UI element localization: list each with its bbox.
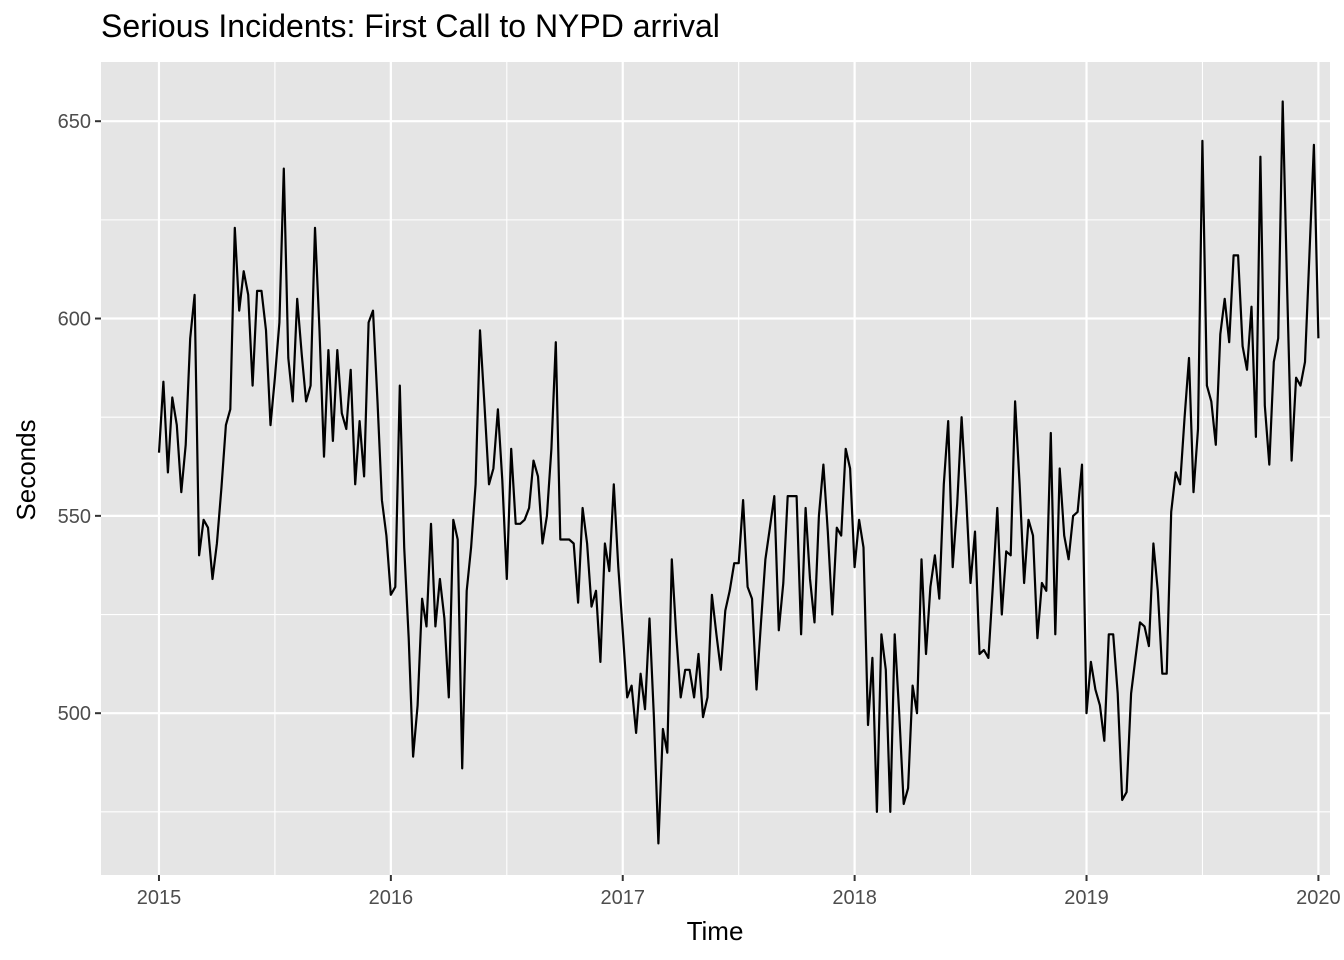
y-tick-label: 650 xyxy=(58,111,91,133)
x-tick-label: 2016 xyxy=(369,887,414,909)
y-axis: 500 550 600 650 xyxy=(58,111,101,725)
y-tick-label: 500 xyxy=(58,703,91,725)
plot-panel xyxy=(101,62,1330,875)
series-line xyxy=(157,100,1320,845)
x-tick-label: 2018 xyxy=(832,887,877,909)
y-tick-label: 600 xyxy=(58,309,91,331)
x-tick-label: 2020 xyxy=(1296,887,1341,909)
x-tick-label: 2019 xyxy=(1064,887,1109,909)
y-axis-title: Seconds xyxy=(11,419,41,520)
x-axis-title: Time xyxy=(687,916,744,946)
y-tick-label: 550 xyxy=(58,506,91,528)
x-tick-label: 2017 xyxy=(600,887,645,909)
major-gridlines xyxy=(101,62,1330,875)
x-tick-label: 2015 xyxy=(137,887,182,909)
minor-gridlines xyxy=(101,62,1330,875)
chart-title: Serious Incidents: First Call to NYPD ar… xyxy=(101,8,720,44)
x-axis: 2015 2016 2017 2018 2019 2020 xyxy=(137,875,1341,909)
